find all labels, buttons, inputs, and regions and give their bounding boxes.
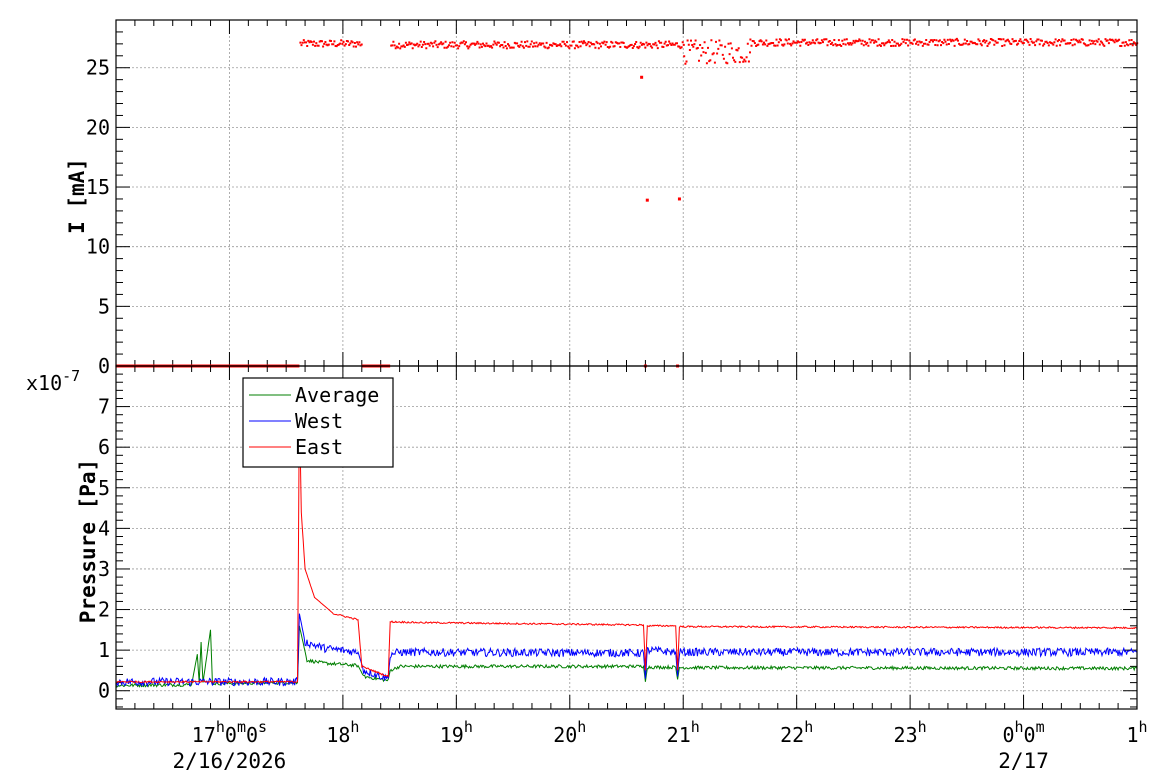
x-tick-label: 21h — [667, 718, 700, 747]
current-y-tick-label: 5 — [98, 294, 110, 318]
x-tick-label: 17h0m0s — [192, 718, 267, 747]
x-tick-label: 22h — [780, 718, 813, 747]
current-y-tick-label: 10 — [86, 235, 110, 259]
pressure-y-axis: 0 1 2 3 4 5 6 7 — [98, 365, 1137, 708]
pressure-y-tick-label: 1 — [98, 638, 110, 662]
current-segment-points — [390, 40, 685, 50]
current-y-tick-label: 15 — [86, 175, 110, 199]
current-outlier-point — [677, 197, 681, 201]
x-tick-label: 18h — [326, 718, 359, 747]
pressure-series-west — [115, 613, 1138, 688]
pressure-axis-title: Pressure [Pa] — [76, 459, 100, 623]
pressure-y-tick-label: 0 — [98, 679, 110, 703]
x-tick-label: 23h — [894, 718, 927, 747]
pressure-series-average — [115, 625, 1138, 688]
current-series — [116, 37, 1139, 368]
current-y-tick-label: 0 — [98, 354, 110, 378]
x-date-label: 2/16/2026 — [173, 749, 287, 773]
x-tick-label: 20h — [553, 718, 586, 747]
current-frame — [115, 19, 1138, 367]
current-outlier-point — [640, 75, 644, 79]
x-tick-label: 19h — [440, 718, 473, 747]
pressure-multiplier: x10-7 — [26, 367, 80, 395]
pressure-y-tick-label: 6 — [98, 435, 110, 459]
pressure-y-tick-label: 5 — [98, 476, 110, 500]
current-y-tick-label: 20 — [86, 115, 110, 139]
current-segment-points — [683, 39, 751, 65]
x-tick-label: 1h — [1126, 718, 1147, 747]
current-x-ticks — [115, 20, 1138, 366]
x-tick-label: 0h0m — [1002, 718, 1044, 747]
current-y-axis: 0 5 10 15 20 25 — [86, 19, 1137, 378]
current-panel: 0 5 10 15 20 25 — [86, 19, 1139, 378]
x-date-label: 2/17 — [998, 749, 1049, 773]
current-segment-points — [299, 39, 363, 48]
current-outlier-point — [645, 198, 649, 202]
legend-label-west: West — [295, 409, 343, 433]
pressure-frame — [115, 365, 1138, 710]
pressure-multiplier-base: x10 — [26, 371, 62, 395]
pressure-y-tick-label: 2 — [98, 598, 110, 622]
current-grid — [116, 20, 1137, 366]
legend-box — [242, 377, 394, 468]
pressure-series-east — [115, 398, 1138, 684]
legend-label-east: East — [295, 435, 343, 459]
legend-label-average: Average — [295, 383, 379, 407]
pressure-panel: 0 1 2 3 4 5 6 7 — [98, 365, 1138, 710]
pressure-y-tick-label: 4 — [98, 516, 110, 540]
pressure-y-tick-label: 3 — [98, 557, 110, 581]
pressure-y-tick-label: 7 — [98, 395, 110, 419]
current-y-tick-label: 25 — [86, 56, 110, 80]
pressure-multiplier-exp: -7 — [62, 367, 80, 385]
current-segment-points — [749, 37, 1139, 47]
current-axis-title: I [mA] — [65, 158, 89, 234]
